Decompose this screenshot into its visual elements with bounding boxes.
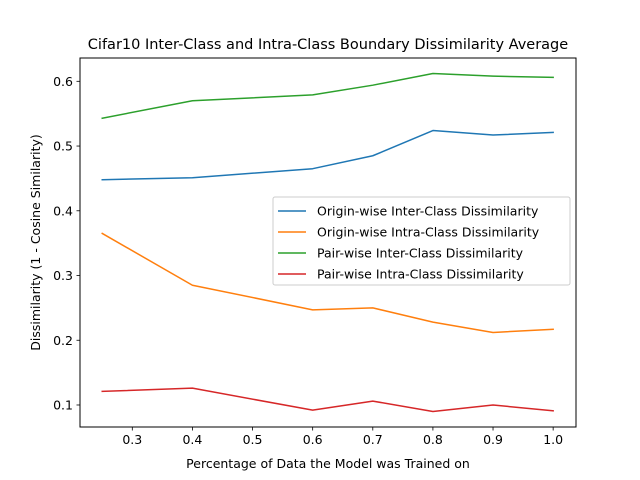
series-line-3 <box>101 72 554 120</box>
legend-label-3: Pair-wise Inter-Class Dissimilarity <box>317 246 524 261</box>
legend-label-2: Origin-wise Intra-Class Dissimilarity <box>317 225 540 240</box>
y-axis: 0.1 0.2 0.3 0.4 0.5 0.6 <box>53 74 80 412</box>
x-axis: 0.3 0.4 0.5 0.6 0.7 0.8 0.9 1.0 <box>122 427 563 447</box>
x-tick-label: 0.4 <box>182 432 202 447</box>
x-tick-label: 0.5 <box>243 432 263 447</box>
y-tick-label: 0.1 <box>53 397 73 412</box>
y-tick-label: 0.3 <box>53 268 73 283</box>
y-axis-label: Dissimilarity (1 - Cosine Similarity) <box>28 134 43 350</box>
series-line-4 <box>101 387 554 413</box>
x-axis-label: Percentage of Data the Model was Trained… <box>186 456 470 471</box>
legend-label-1: Origin-wise Inter-Class Dissimilarity <box>317 204 539 219</box>
plot-frame <box>79 57 577 428</box>
x-tick-label: 0.9 <box>483 432 503 447</box>
y-tick-label: 0.4 <box>53 203 73 218</box>
series-line-2 <box>101 232 554 334</box>
legend: Origin-wise Inter-Class Dissimilarity Ori… <box>272 196 571 286</box>
series-layer <box>101 72 554 413</box>
legend-label-4: Pair-wise Intra-Class Dissimilarity <box>317 267 524 282</box>
chart-title: Cifar10 Inter-Class and Intra-Class Boun… <box>88 37 568 53</box>
x-tick-label: 0.3 <box>122 432 142 447</box>
y-tick-label: 0.6 <box>53 74 73 89</box>
y-tick-label: 0.2 <box>53 333 73 348</box>
x-tick-label: 0.8 <box>423 432 443 447</box>
x-tick-label: 0.7 <box>363 432 383 447</box>
y-tick-label: 0.5 <box>53 139 73 154</box>
legend-frame <box>272 196 571 286</box>
series-line-1 <box>101 129 554 181</box>
x-tick-label: 1.0 <box>543 432 563 447</box>
x-tick-label: 0.6 <box>303 432 323 447</box>
